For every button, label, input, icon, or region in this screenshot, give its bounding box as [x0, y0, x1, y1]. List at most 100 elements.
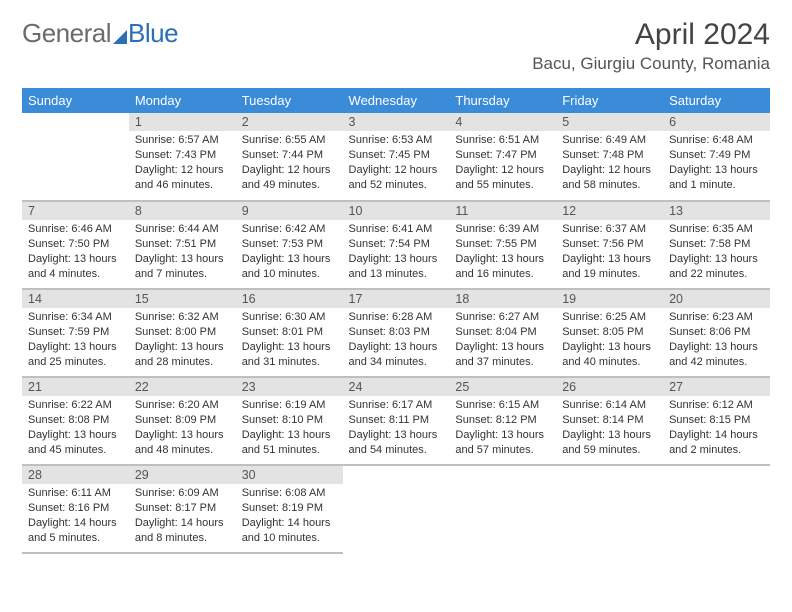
daylight-text: Daylight: 13 hours and 19 minutes. — [562, 252, 657, 282]
sunrise-text: Sunrise: 6:15 AM — [455, 398, 550, 413]
sunset-text: Sunset: 8:14 PM — [562, 413, 657, 428]
sunrise-text: Sunrise: 6:23 AM — [669, 310, 764, 325]
day-details: Sunrise: 6:19 AMSunset: 8:10 PMDaylight:… — [236, 396, 343, 461]
day-number: 29 — [129, 466, 236, 484]
calendar-day-cell: 24Sunrise: 6:17 AMSunset: 8:11 PMDayligh… — [343, 377, 450, 465]
day-details: Sunrise: 6:35 AMSunset: 7:58 PMDaylight:… — [663, 220, 770, 285]
weekday-header: Wednesday — [343, 88, 450, 113]
sunrise-text: Sunrise: 6:08 AM — [242, 486, 337, 501]
sunrise-text: Sunrise: 6:39 AM — [455, 222, 550, 237]
daylight-text: Daylight: 14 hours and 10 minutes. — [242, 516, 337, 546]
calendar-day-cell: 15Sunrise: 6:32 AMSunset: 8:00 PMDayligh… — [129, 289, 236, 377]
weekday-header-row: Sunday Monday Tuesday Wednesday Thursday… — [22, 88, 770, 113]
sunset-text: Sunset: 7:48 PM — [562, 148, 657, 163]
daylight-text: Daylight: 13 hours and 51 minutes. — [242, 428, 337, 458]
day-number: 22 — [129, 378, 236, 396]
sunrise-text: Sunrise: 6:48 AM — [669, 133, 764, 148]
calendar-week-row: 7Sunrise: 6:46 AMSunset: 7:50 PMDaylight… — [22, 201, 770, 289]
sunrise-text: Sunrise: 6:46 AM — [28, 222, 123, 237]
sunset-text: Sunset: 8:00 PM — [135, 325, 230, 340]
sunset-text: Sunset: 8:17 PM — [135, 501, 230, 516]
daylight-text: Daylight: 13 hours and 45 minutes. — [28, 428, 123, 458]
weekday-header: Thursday — [449, 88, 556, 113]
day-details: Sunrise: 6:46 AMSunset: 7:50 PMDaylight:… — [22, 220, 129, 285]
calendar-day-cell: 18Sunrise: 6:27 AMSunset: 8:04 PMDayligh… — [449, 289, 556, 377]
day-number: 26 — [556, 378, 663, 396]
sunset-text: Sunset: 8:05 PM — [562, 325, 657, 340]
day-details: Sunrise: 6:09 AMSunset: 8:17 PMDaylight:… — [129, 484, 236, 549]
day-number: 14 — [22, 290, 129, 308]
day-number: 15 — [129, 290, 236, 308]
calendar-day-cell: 27Sunrise: 6:12 AMSunset: 8:15 PMDayligh… — [663, 377, 770, 465]
calendar-day-cell: 29Sunrise: 6:09 AMSunset: 8:17 PMDayligh… — [129, 465, 236, 553]
sunset-text: Sunset: 7:55 PM — [455, 237, 550, 252]
sunset-text: Sunset: 7:51 PM — [135, 237, 230, 252]
calendar-day-cell: 9Sunrise: 6:42 AMSunset: 7:53 PMDaylight… — [236, 201, 343, 289]
calendar-week-row: 14Sunrise: 6:34 AMSunset: 7:59 PMDayligh… — [22, 289, 770, 377]
calendar-day-cell: 14Sunrise: 6:34 AMSunset: 7:59 PMDayligh… — [22, 289, 129, 377]
daylight-text: Daylight: 12 hours and 55 minutes. — [455, 163, 550, 193]
sunrise-text: Sunrise: 6:22 AM — [28, 398, 123, 413]
daylight-text: Daylight: 13 hours and 40 minutes. — [562, 340, 657, 370]
calendar-day-cell: 26Sunrise: 6:14 AMSunset: 8:14 PMDayligh… — [556, 377, 663, 465]
calendar-day-cell — [343, 465, 450, 553]
daylight-text: Daylight: 13 hours and 7 minutes. — [135, 252, 230, 282]
daylight-text: Daylight: 12 hours and 58 minutes. — [562, 163, 657, 193]
title-block: April 2024 Bacu, Giurgiu County, Romania — [532, 18, 770, 74]
day-details: Sunrise: 6:20 AMSunset: 8:09 PMDaylight:… — [129, 396, 236, 461]
daylight-text: Daylight: 13 hours and 4 minutes. — [28, 252, 123, 282]
daylight-text: Daylight: 12 hours and 49 minutes. — [242, 163, 337, 193]
day-number: 17 — [343, 290, 450, 308]
day-number: 9 — [236, 202, 343, 220]
day-number: 28 — [22, 466, 129, 484]
calendar-day-cell: 10Sunrise: 6:41 AMSunset: 7:54 PMDayligh… — [343, 201, 450, 289]
sunrise-text: Sunrise: 6:11 AM — [28, 486, 123, 501]
daylight-text: Daylight: 13 hours and 31 minutes. — [242, 340, 337, 370]
calendar-day-cell — [22, 113, 129, 201]
calendar-day-cell — [556, 465, 663, 553]
sunrise-text: Sunrise: 6:28 AM — [349, 310, 444, 325]
sunset-text: Sunset: 7:53 PM — [242, 237, 337, 252]
sunrise-text: Sunrise: 6:57 AM — [135, 133, 230, 148]
sunset-text: Sunset: 8:01 PM — [242, 325, 337, 340]
day-number: 12 — [556, 202, 663, 220]
day-details: Sunrise: 6:39 AMSunset: 7:55 PMDaylight:… — [449, 220, 556, 285]
calendar-day-cell: 12Sunrise: 6:37 AMSunset: 7:56 PMDayligh… — [556, 201, 663, 289]
calendar-day-cell: 3Sunrise: 6:53 AMSunset: 7:45 PMDaylight… — [343, 113, 450, 201]
sunrise-text: Sunrise: 6:17 AM — [349, 398, 444, 413]
day-details: Sunrise: 6:57 AMSunset: 7:43 PMDaylight:… — [129, 131, 236, 196]
weekday-header: Saturday — [663, 88, 770, 113]
daylight-text: Daylight: 13 hours and 28 minutes. — [135, 340, 230, 370]
sunset-text: Sunset: 8:12 PM — [455, 413, 550, 428]
day-number: 5 — [556, 113, 663, 131]
calendar-week-row: 1Sunrise: 6:57 AMSunset: 7:43 PMDaylight… — [22, 113, 770, 201]
sunset-text: Sunset: 8:03 PM — [349, 325, 444, 340]
calendar-day-cell: 8Sunrise: 6:44 AMSunset: 7:51 PMDaylight… — [129, 201, 236, 289]
header: General Blue April 2024 Bacu, Giurgiu Co… — [22, 18, 770, 74]
daylight-text: Daylight: 13 hours and 54 minutes. — [349, 428, 444, 458]
sunset-text: Sunset: 7:49 PM — [669, 148, 764, 163]
day-number: 7 — [22, 202, 129, 220]
sunrise-text: Sunrise: 6:49 AM — [562, 133, 657, 148]
day-number: 24 — [343, 378, 450, 396]
sunrise-text: Sunrise: 6:44 AM — [135, 222, 230, 237]
calendar-week-row: 21Sunrise: 6:22 AMSunset: 8:08 PMDayligh… — [22, 377, 770, 465]
day-details: Sunrise: 6:51 AMSunset: 7:47 PMDaylight:… — [449, 131, 556, 196]
logo-text-general: General — [22, 18, 111, 49]
day-details: Sunrise: 6:53 AMSunset: 7:45 PMDaylight:… — [343, 131, 450, 196]
calendar-day-cell: 21Sunrise: 6:22 AMSunset: 8:08 PMDayligh… — [22, 377, 129, 465]
day-number: 23 — [236, 378, 343, 396]
day-number: 13 — [663, 202, 770, 220]
day-details: Sunrise: 6:08 AMSunset: 8:19 PMDaylight:… — [236, 484, 343, 549]
day-number: 10 — [343, 202, 450, 220]
daylight-text: Daylight: 13 hours and 10 minutes. — [242, 252, 337, 282]
month-title: April 2024 — [532, 18, 770, 52]
daylight-text: Daylight: 14 hours and 5 minutes. — [28, 516, 123, 546]
sunset-text: Sunset: 7:44 PM — [242, 148, 337, 163]
sunrise-text: Sunrise: 6:19 AM — [242, 398, 337, 413]
day-details: Sunrise: 6:28 AMSunset: 8:03 PMDaylight:… — [343, 308, 450, 373]
sunset-text: Sunset: 8:16 PM — [28, 501, 123, 516]
day-number: 18 — [449, 290, 556, 308]
daylight-text: Daylight: 13 hours and 25 minutes. — [28, 340, 123, 370]
sunset-text: Sunset: 8:04 PM — [455, 325, 550, 340]
